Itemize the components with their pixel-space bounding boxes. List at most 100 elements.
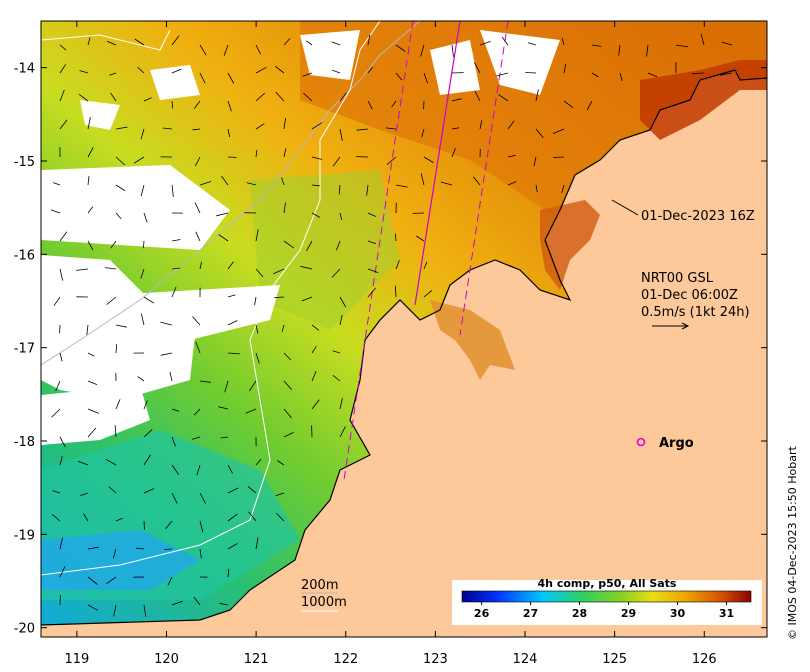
current-vector <box>227 72 235 84</box>
current-vector <box>303 92 313 102</box>
x-tick-label: 119 <box>64 652 89 667</box>
current-vector <box>199 181 212 186</box>
colorbar-tick-label: 26 <box>474 607 490 620</box>
current-vector <box>115 212 122 220</box>
bathy-200m-contour <box>41 21 421 366</box>
current-vector <box>395 233 397 242</box>
current-vector <box>171 239 181 242</box>
current-vector <box>720 72 733 76</box>
current-vector <box>331 41 341 46</box>
colorbar-panel <box>452 580 762 625</box>
track-label-pointer <box>611 199 639 216</box>
current-vector <box>192 128 201 131</box>
current-vector <box>112 548 117 559</box>
current-vector <box>110 92 117 102</box>
current-vector <box>171 464 180 475</box>
current-vector <box>420 173 425 186</box>
sst-coolest-patch <box>41 530 200 590</box>
current-vector <box>311 156 323 160</box>
y-tick-label: -17 <box>14 342 35 357</box>
current-vector <box>255 44 262 55</box>
current-vector <box>479 41 491 46</box>
bathy-1000m-north <box>41 29 171 51</box>
current-vector <box>59 537 63 550</box>
x-tick-label: 121 <box>244 652 269 667</box>
current-vector <box>143 296 155 304</box>
current-vector <box>527 42 537 46</box>
current-vector <box>218 234 229 242</box>
current-vector <box>423 72 428 84</box>
current-vector <box>59 89 65 102</box>
current-vector <box>283 432 294 438</box>
current-vector <box>115 344 118 354</box>
current-vector <box>395 44 406 52</box>
depth-1000m-label: 1000m <box>301 595 347 610</box>
current-vector <box>245 408 257 414</box>
current-vector <box>366 184 369 196</box>
current-vector <box>218 406 229 410</box>
current-vector <box>474 62 481 74</box>
current-vector <box>591 72 599 78</box>
current-vector <box>59 119 68 130</box>
current-vector <box>451 147 456 158</box>
current-vector <box>78 93 89 102</box>
current-vector <box>114 425 117 438</box>
current-vector <box>339 426 346 438</box>
sst-warm-band <box>300 21 767 220</box>
current-vector <box>227 128 231 138</box>
current-vector <box>87 408 99 414</box>
current-vector <box>275 512 285 522</box>
current-vector <box>109 72 117 76</box>
current-vector <box>52 490 61 494</box>
current-vector <box>87 427 97 438</box>
current-vector <box>115 324 127 328</box>
current-vector <box>507 120 515 130</box>
current-vector <box>115 399 121 410</box>
current-vector <box>115 184 126 191</box>
current-vector <box>395 184 408 188</box>
colorbar-title: 4h comp, p50, All Sats <box>538 577 677 590</box>
current-vector <box>479 120 483 130</box>
current-vector <box>332 374 341 382</box>
colorbar-tick-label: 31 <box>719 607 734 620</box>
y-axis: -14 -15 -16 -17 -18 -19 -20 <box>14 62 767 637</box>
current-vector <box>311 371 317 382</box>
current-vector <box>283 408 292 419</box>
current-vector <box>167 576 173 586</box>
current-scale-label: 0.5m/s (1kt 24h) <box>641 305 750 320</box>
current-vector <box>367 100 373 110</box>
current-vector <box>87 352 95 357</box>
current-vector <box>199 44 207 56</box>
current-vector <box>140 313 145 326</box>
current-vector <box>76 268 89 271</box>
current-vector <box>275 91 285 102</box>
current-vector <box>143 97 152 102</box>
current-vector <box>227 543 238 550</box>
current-vector <box>196 464 201 476</box>
current-vector <box>143 604 147 617</box>
current-vector <box>171 286 177 298</box>
cloud-gaps <box>41 30 560 445</box>
current-vector <box>311 212 321 218</box>
current-vector <box>302 72 313 77</box>
current-vector <box>283 380 292 390</box>
current-vector <box>59 268 64 281</box>
current-vector <box>164 548 173 550</box>
current-vector <box>55 380 61 392</box>
current-vector <box>194 156 201 167</box>
current-vector <box>535 128 544 139</box>
current-vector <box>561 37 565 46</box>
current-vector <box>199 492 206 504</box>
current-vector <box>255 123 265 130</box>
x-tick-label: 120 <box>154 652 179 667</box>
current-vector <box>171 184 174 197</box>
current-vector <box>255 229 259 242</box>
current-vector <box>143 520 145 530</box>
current-vector <box>367 268 379 273</box>
current-vector <box>59 566 66 578</box>
x-tick-label: 123 <box>423 652 448 667</box>
current-vector <box>283 148 287 158</box>
satellite-track <box>343 21 509 481</box>
current-vector <box>83 513 89 522</box>
current-vector <box>247 486 257 494</box>
